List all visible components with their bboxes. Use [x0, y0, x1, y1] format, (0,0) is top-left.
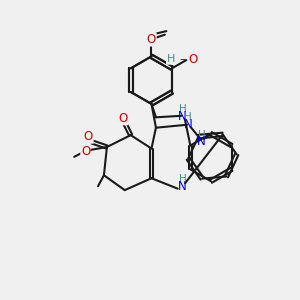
Text: O: O [147, 33, 156, 46]
Text: O: O [118, 113, 128, 126]
Text: H: H [167, 54, 175, 64]
Text: O: O [84, 130, 93, 143]
Text: H: H [198, 130, 206, 140]
Text: N: N [184, 118, 193, 131]
Text: N: N [197, 135, 206, 148]
Text: O: O [81, 145, 90, 158]
Text: H: H [167, 54, 175, 64]
Text: O: O [147, 33, 156, 46]
Text: H: H [178, 174, 186, 184]
Text: O: O [81, 145, 90, 158]
Text: H: H [178, 104, 186, 114]
Text: -: - [180, 53, 184, 66]
Text: N: N [178, 110, 187, 123]
Text: -: - [181, 53, 185, 66]
Text: O: O [84, 130, 93, 143]
Text: O: O [189, 53, 198, 66]
Text: O: O [188, 53, 197, 66]
Text: H: H [184, 112, 192, 122]
Text: O: O [118, 112, 128, 125]
Text: N: N [178, 180, 187, 193]
